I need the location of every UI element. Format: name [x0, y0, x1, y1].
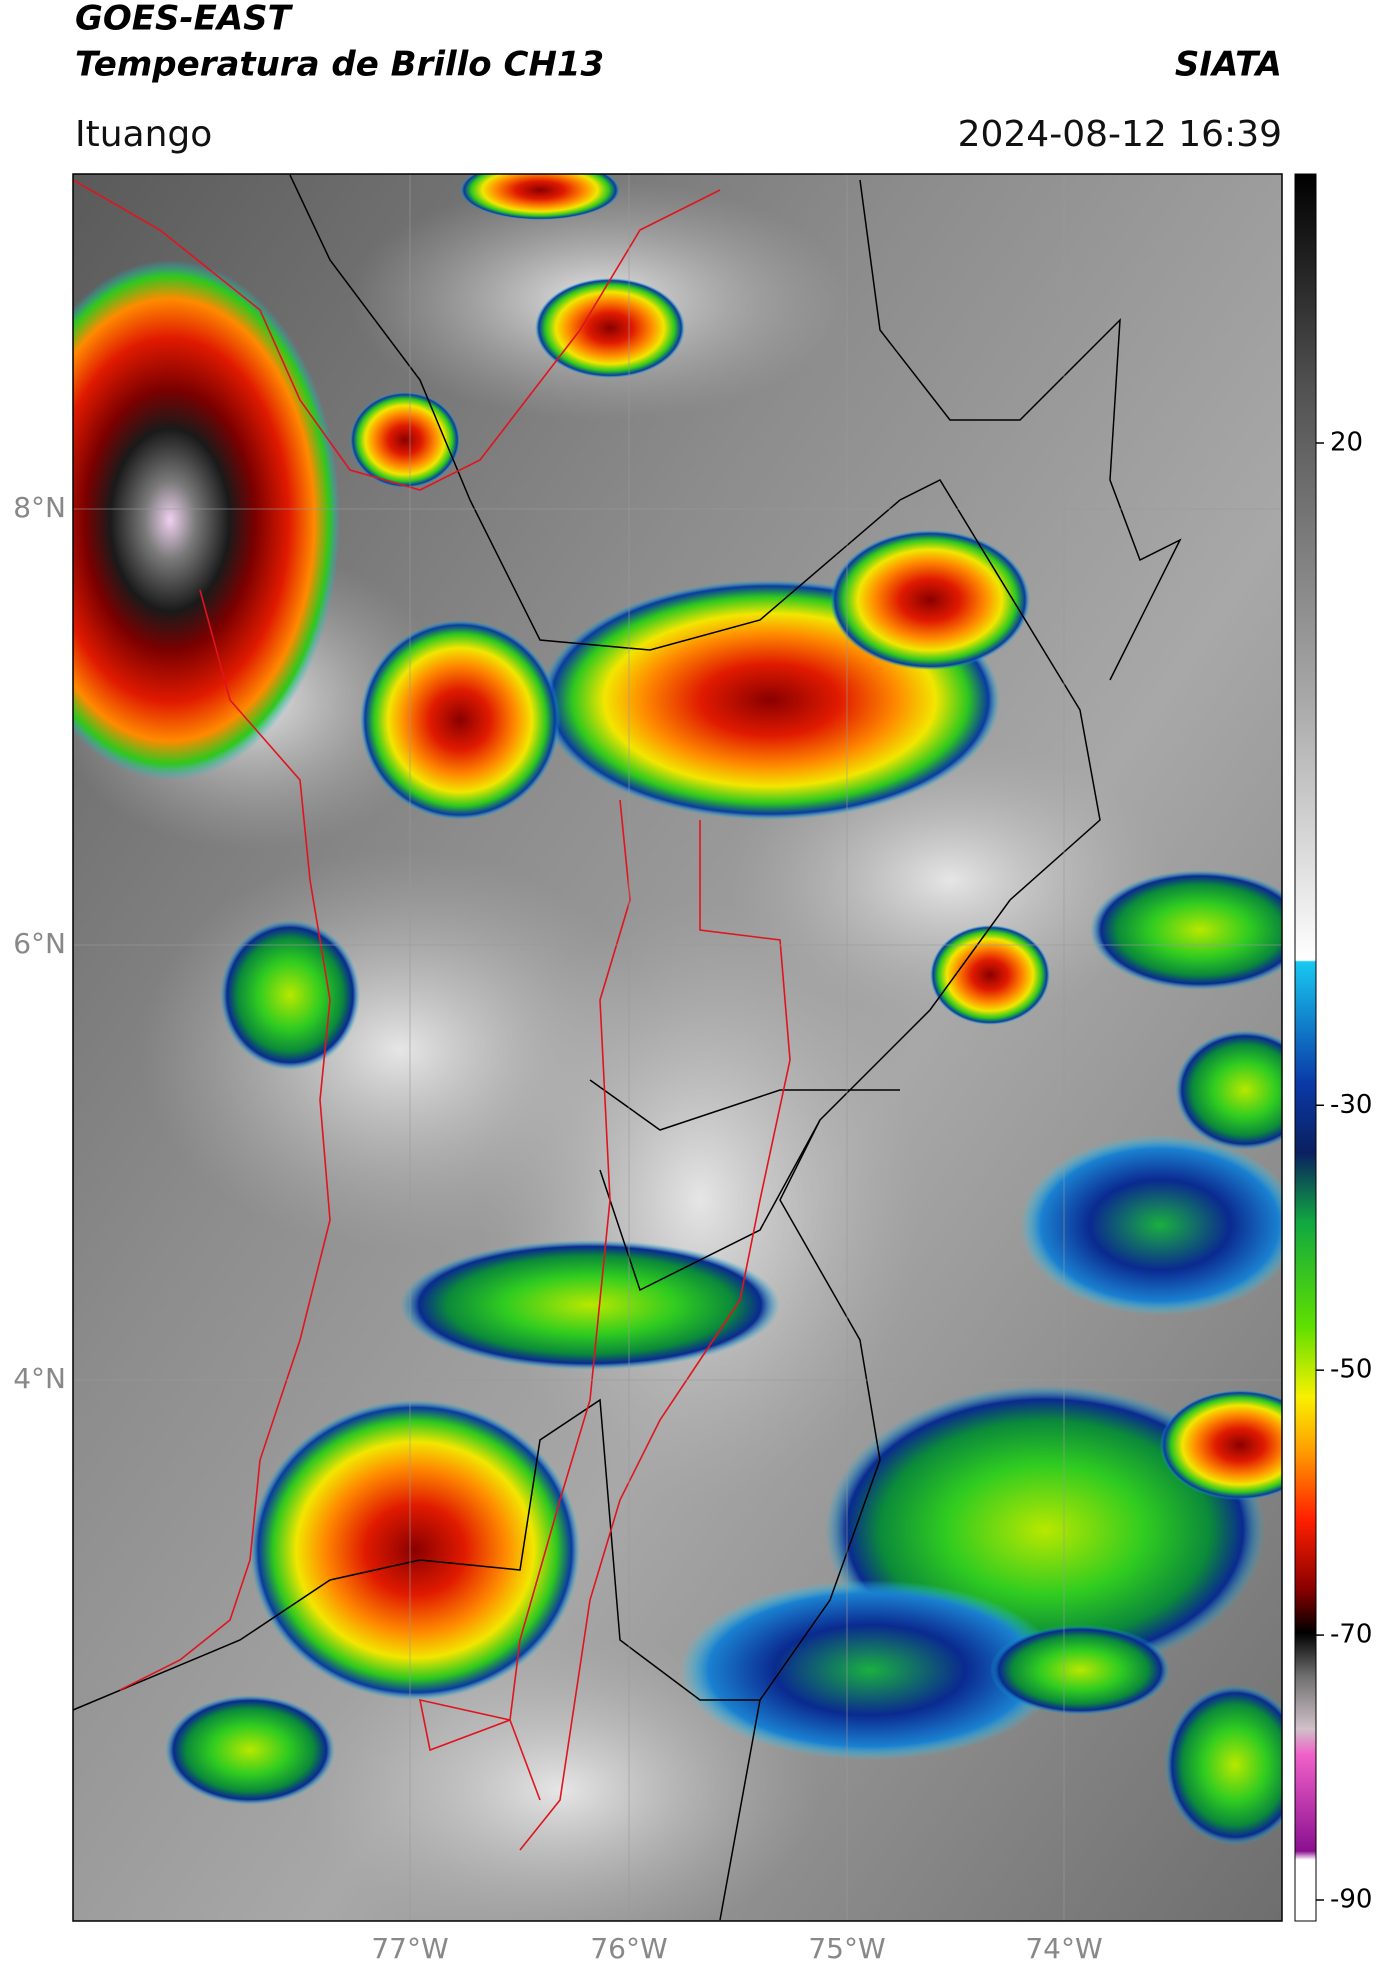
- colorbar-tick-label: -30: [1330, 1090, 1372, 1120]
- product-title: Temperatura de Brillo CH13: [75, 45, 604, 85]
- colorbar-tick-label: -70: [1330, 1620, 1372, 1650]
- timestamp: 2024-08-12 16:39: [958, 114, 1282, 155]
- colorbar-tick-label: -50: [1330, 1355, 1372, 1385]
- location: Ituango: [75, 114, 212, 155]
- satellite-title: GOES-EAST: [75, 0, 294, 39]
- latitude-label: 8°N: [13, 491, 66, 524]
- map-image: [73, 174, 1282, 1921]
- longitude-label: 75°W: [808, 1932, 885, 1965]
- colorbar-tick-label: 20: [1330, 428, 1363, 458]
- latitude-label: 4°N: [13, 1362, 66, 1395]
- longitude-label: 76°W: [590, 1932, 667, 1965]
- organization: SIATA: [1175, 45, 1282, 85]
- latitude-label: 6°N: [13, 927, 66, 960]
- map-frame: [72, 173, 1283, 1922]
- colorbar-tick-label: -90: [1330, 1885, 1372, 1915]
- longitude-label: 74°W: [1025, 1932, 1102, 1965]
- longitude-label: 77°W: [371, 1932, 448, 1965]
- colorbar: [1294, 173, 1317, 1922]
